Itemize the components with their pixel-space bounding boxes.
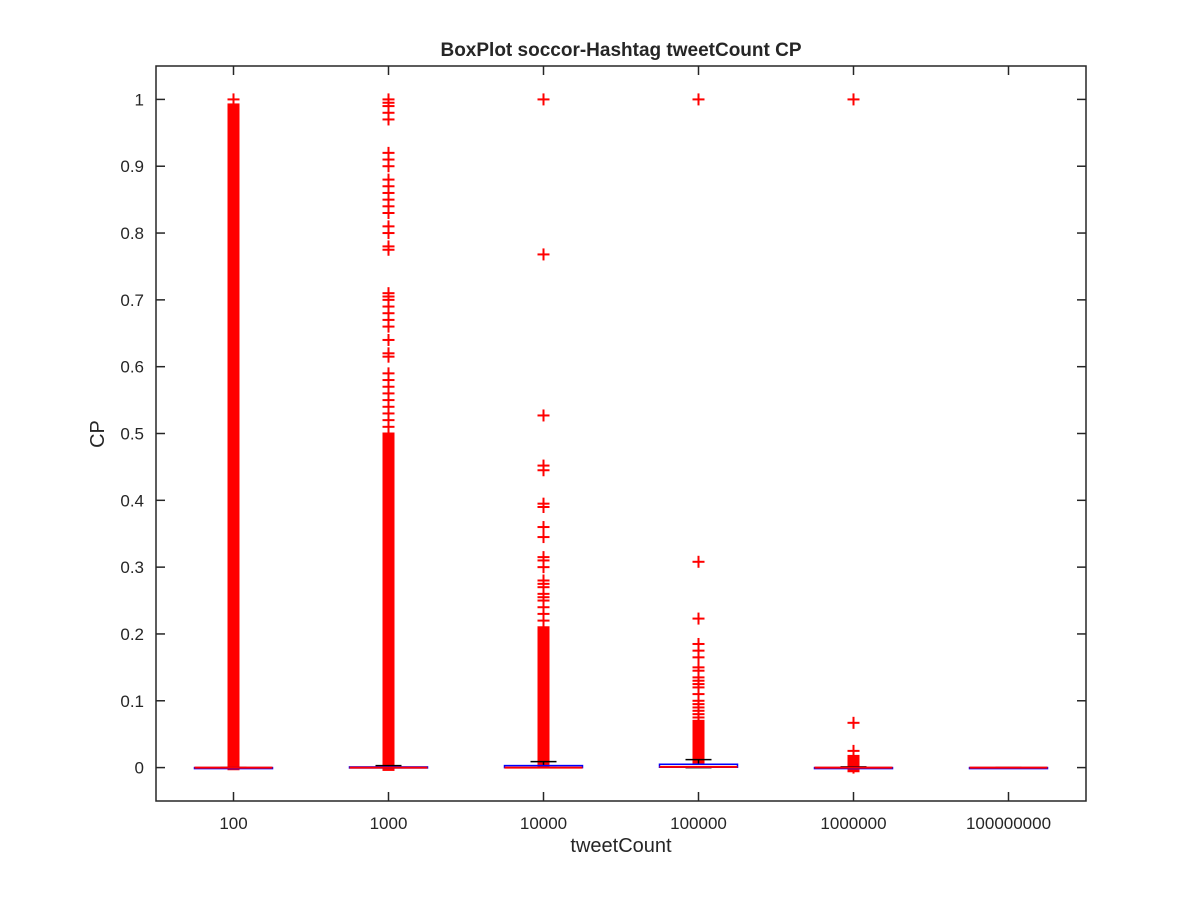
- y-tick-label-4: 0.4: [120, 491, 144, 510]
- y-tick-label-1: 0.1: [120, 692, 144, 711]
- outlier-point-1000-15: [382, 227, 395, 240]
- outlier-point-1000000-2: [847, 744, 860, 757]
- outlier-point-1000-17: [382, 243, 395, 256]
- outlier-band-1000-0: [382, 434, 395, 771]
- x-tick-label-1: 1000: [370, 814, 408, 833]
- outlier-band-100000-0: [692, 721, 705, 764]
- outlier-point-1000-25: [382, 333, 395, 346]
- outlier-point-1000000-1: [847, 716, 860, 729]
- y-tick-label-5: 0.5: [120, 425, 144, 444]
- outlier-point-10000-8: [537, 531, 550, 544]
- y-tick-label-3: 0.3: [120, 558, 144, 577]
- outlier-point-10000-1: [537, 248, 550, 261]
- x-tick-label-2: 10000: [520, 814, 567, 833]
- outlier-point-10000-2: [537, 409, 550, 422]
- x-tick-label-3: 100000: [670, 814, 727, 833]
- outlier-point-1000000-0: [847, 93, 860, 106]
- x-tick-label-4: 1000000: [820, 814, 886, 833]
- outlier-point-1000-37: [382, 427, 395, 440]
- y-tick-label-2: 0.2: [120, 625, 144, 644]
- y-tick-label-8: 0.8: [120, 224, 144, 243]
- outlier-point-1000-24: [382, 320, 395, 333]
- outlier-point-1000-4: [382, 113, 395, 126]
- outlier-point-100-0: [227, 93, 240, 106]
- y-tick-label-6: 0.6: [120, 358, 144, 377]
- x-tick-label-5: 100000000: [966, 814, 1051, 833]
- outlier-point-10000-6: [537, 501, 550, 513]
- y-tick-label-10: 1: [135, 90, 144, 109]
- outlier-point-10000-21: [537, 621, 550, 634]
- outlier-point-1000-13: [382, 207, 395, 219]
- outlier-band-100-0: [227, 103, 240, 771]
- y-axis-label: CP: [87, 420, 109, 448]
- y-tick-label-0: 0: [135, 759, 144, 778]
- outlier-point-100000-5: [692, 651, 705, 664]
- outlier-point-10000-4: [537, 464, 550, 477]
- axes-frame: [155, 65, 1087, 802]
- y-tick-label-9: 0.9: [120, 157, 144, 176]
- x-tick-label-0: 100: [219, 814, 247, 833]
- outlier-point-100000-2: [692, 612, 705, 625]
- chart-title: BoxPlot soccor-Hashtag tweetCount CP: [440, 40, 801, 61]
- outlier-point-100000-1: [692, 555, 705, 568]
- outlier-point-10000-7: [537, 521, 550, 534]
- outlier-band-10000-0: [537, 627, 550, 767]
- outlier-point-100000-0: [692, 93, 705, 106]
- outlier-point-100000-20: [692, 718, 705, 731]
- outlier-point-10000-0: [537, 93, 550, 106]
- outlier-point-10000-11: [537, 561, 550, 574]
- x-axis-label: tweetCount: [570, 835, 672, 857]
- outlier-point-1000-7: [382, 160, 395, 173]
- y-tick-label-7: 0.7: [120, 291, 144, 310]
- outlier-point-1000-27: [382, 350, 395, 363]
